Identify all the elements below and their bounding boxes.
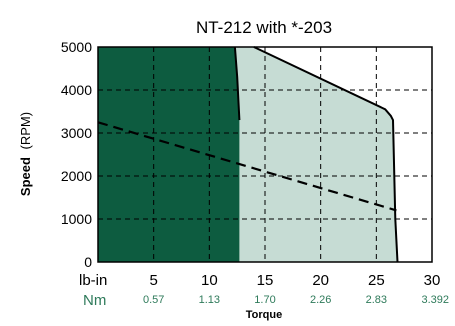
- x-axis-label: Torque: [246, 309, 282, 321]
- y-axis-label-unit: (RPM): [18, 112, 33, 150]
- x-tick-label-secondary: 2.26: [310, 294, 331, 306]
- x-tick-label: 25: [368, 272, 385, 289]
- x-tick-labels-secondary: 0.57 1.13 1.70 2.26 2.83 3.392: [143, 294, 449, 306]
- x-unit-primary: lb-in: [79, 272, 107, 289]
- y-tick-label: 3000: [61, 125, 92, 141]
- y-tick-label: 0: [84, 254, 92, 270]
- x-tick-label: 30: [424, 272, 441, 289]
- y-tick-label: 2000: [61, 168, 92, 184]
- dashed-line: [97, 121, 397, 212]
- chart-title: NT-212 with *-203: [196, 18, 332, 37]
- x-tick-labels: 5 10 15 20 25 30: [149, 272, 440, 289]
- x-tick-label: 5: [149, 272, 157, 289]
- y-axis-label-bold: Speed: [18, 157, 33, 196]
- x-tick-label: 10: [201, 272, 218, 289]
- continuous-region: [98, 47, 240, 262]
- plot-area: [97, 46, 433, 263]
- x-tick-label-secondary: 2.83: [366, 294, 387, 306]
- x-tick-label: 20: [312, 272, 329, 289]
- plot-frame: [97, 46, 433, 263]
- grid-lines: [98, 47, 432, 262]
- x-tick-label-secondary: 1.13: [199, 294, 220, 306]
- y-tick-label: 5000: [61, 39, 92, 55]
- outline-overlay: [233, 46, 399, 263]
- x-tick-label-secondary: 0.57: [143, 294, 164, 306]
- x-unit-secondary: Nm: [83, 292, 106, 309]
- y-tick-label: 4000: [61, 82, 92, 98]
- y-tick-labels: 0 1000 2000 3000 4000 5000: [61, 39, 92, 270]
- intermittent-region: [233, 47, 398, 262]
- y-axis-label: Speed (RPM): [18, 112, 33, 196]
- y-tick-label: 1000: [61, 211, 92, 227]
- x-tick-label-secondary: 3.392: [421, 294, 449, 306]
- x-tick-label-secondary: 1.70: [254, 294, 275, 306]
- x-tick-label: 15: [257, 272, 274, 289]
